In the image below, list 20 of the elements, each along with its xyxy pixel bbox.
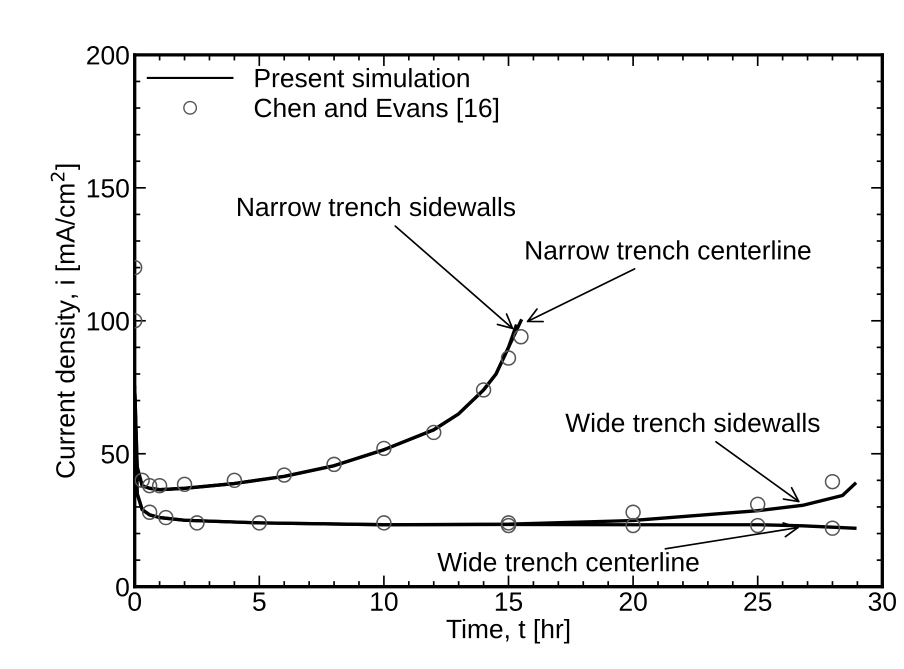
- annotation: Narrow trench sidewalls: [238, 196, 516, 216]
- legend-label: Chen and Evans [16]: [254, 98, 498, 123]
- annotation: Wide trench centerline: [437, 552, 699, 572]
- x-axis-title: Time, t [hr]: [446, 618, 570, 644]
- y-tick-label: 50: [102, 444, 129, 464]
- x-tick-label: 0: [128, 592, 142, 611]
- x-tick-label: 15: [496, 592, 522, 611]
- x-tick-label: 5: [253, 592, 266, 611]
- annotation: Narrow trench centerline: [526, 240, 810, 260]
- y-axis-title: Current density, i [mA/cm$^{2}$]: [50, 164, 80, 478]
- x-tick-label: 30: [868, 592, 896, 611]
- y-tick-label: 200: [87, 46, 129, 65]
- annotation: Wide trench sidewalls: [565, 412, 820, 432]
- x-tick-label: 20: [620, 592, 647, 611]
- y-tick-label: 0: [116, 578, 129, 597]
- x-tick-label: 10: [371, 592, 398, 611]
- x-tick-label: 25: [744, 592, 772, 611]
- y-tick-label: 100: [88, 312, 129, 331]
- y-tick-label: 150: [88, 178, 129, 198]
- legend-label: Present simulation: [256, 68, 469, 88]
